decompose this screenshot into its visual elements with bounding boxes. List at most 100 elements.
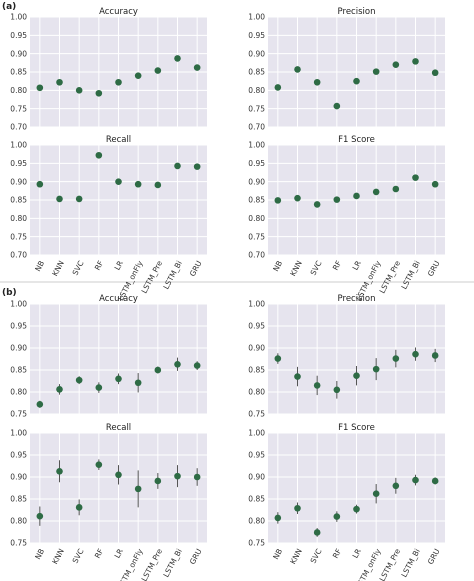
y-tick-label: 0.90 bbox=[248, 49, 265, 58]
chart-panel: 0.70 0.75 0.80 0.85 0.90 0.95 1.00 F1 Score NB KN… bbox=[248, 135, 445, 302]
data-point bbox=[333, 196, 341, 203]
x-tick-label: RF bbox=[93, 547, 105, 560]
x-tick-label: GRU bbox=[188, 547, 204, 566]
y-tick-label: 0.85 bbox=[10, 196, 27, 205]
data-point bbox=[313, 382, 321, 389]
data-point bbox=[412, 174, 419, 181]
y-tick-label: 0.95 bbox=[248, 451, 265, 460]
data-point bbox=[193, 163, 201, 170]
data-point bbox=[333, 513, 341, 520]
data-point bbox=[353, 192, 360, 200]
y-tick-label: 0.80 bbox=[248, 86, 265, 95]
data-point bbox=[274, 84, 282, 91]
y-tick-label: 0.80 bbox=[10, 517, 27, 526]
x-tick-label: LSTM_Bi bbox=[399, 547, 421, 579]
section-label-b: (b) bbox=[2, 288, 17, 298]
data-point bbox=[392, 355, 400, 362]
x-tick-label: KNN bbox=[288, 259, 304, 277]
data-point bbox=[372, 68, 380, 75]
data-point bbox=[353, 372, 360, 380]
data-point bbox=[174, 360, 181, 368]
data-point bbox=[372, 490, 380, 498]
y-tick-label: 0.75 bbox=[10, 410, 27, 419]
y-tick-label: 0.90 bbox=[248, 344, 265, 353]
data-point bbox=[134, 180, 142, 188]
y-tick-label: 0.75 bbox=[248, 410, 265, 419]
y-tick-label: 0.75 bbox=[248, 104, 265, 113]
y-tick-label: 0.80 bbox=[248, 214, 265, 223]
chart-title: Accuracy bbox=[99, 7, 138, 17]
chart-panel: 0.75 0.80 0.85 0.90 0.95 1.00 Accuracy bbox=[10, 294, 207, 419]
data-point bbox=[392, 185, 400, 193]
data-point bbox=[134, 72, 142, 79]
data-point bbox=[412, 350, 419, 358]
data-point bbox=[313, 78, 321, 86]
data-point bbox=[294, 66, 301, 73]
chart-panel: 0.75 0.80 0.85 0.90 0.95 1.00 F1 Score NB KNN SVC… bbox=[248, 423, 445, 581]
data-point bbox=[36, 180, 44, 188]
data-point bbox=[95, 89, 103, 97]
data-point bbox=[95, 384, 103, 391]
data-point bbox=[193, 473, 201, 481]
y-tick-label: 0.85 bbox=[10, 68, 27, 77]
y-tick-label: 0.85 bbox=[10, 495, 27, 504]
y-tick-label: 0.80 bbox=[10, 86, 27, 95]
x-tick-label: RF bbox=[331, 259, 343, 272]
y-tick-label: 0.85 bbox=[248, 495, 265, 504]
y-tick-label: 1.00 bbox=[248, 13, 265, 22]
data-point bbox=[174, 162, 181, 170]
y-tick-label: 0.70 bbox=[10, 251, 27, 260]
chart-title: Accuracy bbox=[99, 294, 138, 304]
x-tick-label: LR bbox=[113, 259, 125, 272]
x-tick-label: GRU bbox=[426, 259, 442, 278]
data-point bbox=[353, 77, 360, 85]
data-point bbox=[372, 365, 380, 373]
x-tick-label: NB bbox=[271, 547, 284, 561]
chart-title: Precision bbox=[338, 7, 376, 17]
chart-title: Precision bbox=[338, 294, 376, 304]
x-tick-label: KNN bbox=[50, 547, 66, 565]
y-tick-label: 0.90 bbox=[10, 177, 27, 186]
data-point bbox=[56, 467, 63, 475]
data-point bbox=[294, 504, 301, 512]
y-tick-label: 1.00 bbox=[10, 13, 27, 22]
y-tick-label: 0.75 bbox=[10, 539, 27, 548]
data-point bbox=[36, 512, 44, 520]
data-point bbox=[353, 505, 360, 513]
x-tick-label: LSTM_Bi bbox=[161, 259, 183, 291]
x-tick-label: SVC bbox=[309, 259, 324, 277]
data-point bbox=[95, 151, 103, 159]
x-tick-label: LSTM_Bi bbox=[161, 547, 183, 579]
data-point bbox=[154, 67, 162, 74]
data-point bbox=[174, 472, 181, 480]
data-point bbox=[134, 485, 142, 493]
x-tick-label: LR bbox=[351, 259, 363, 272]
data-point bbox=[56, 78, 63, 86]
data-point bbox=[274, 514, 282, 522]
data-point bbox=[274, 355, 282, 362]
y-tick-label: 0.95 bbox=[248, 322, 265, 331]
data-point bbox=[115, 178, 122, 185]
y-tick-label: 0.75 bbox=[248, 539, 265, 548]
x-tick-label: NB bbox=[33, 547, 46, 561]
chart-title: Recall bbox=[106, 135, 131, 145]
data-point bbox=[274, 197, 282, 204]
x-tick-label: LSTM_Bi bbox=[399, 259, 421, 291]
y-tick-label: 0.95 bbox=[10, 451, 27, 460]
data-point bbox=[115, 471, 122, 479]
panels: 0.700.750.800.850.900.951.00Accuracy0.70… bbox=[10, 7, 445, 581]
data-point bbox=[431, 477, 439, 485]
data-point bbox=[75, 195, 83, 203]
x-tick-label: KNN bbox=[288, 547, 304, 565]
y-tick-label: 0.75 bbox=[248, 232, 265, 241]
y-tick-label: 0.90 bbox=[248, 473, 265, 482]
y-tick-label: 0.85 bbox=[248, 196, 265, 205]
data-point bbox=[412, 58, 419, 65]
y-tick-label: 1.00 bbox=[10, 141, 27, 150]
data-point bbox=[75, 504, 83, 511]
y-tick-label: 0.80 bbox=[248, 388, 265, 397]
data-point bbox=[431, 69, 439, 77]
x-tick-label: SVC bbox=[71, 547, 86, 565]
data-point bbox=[313, 529, 321, 536]
x-tick-label: NB bbox=[271, 259, 284, 273]
